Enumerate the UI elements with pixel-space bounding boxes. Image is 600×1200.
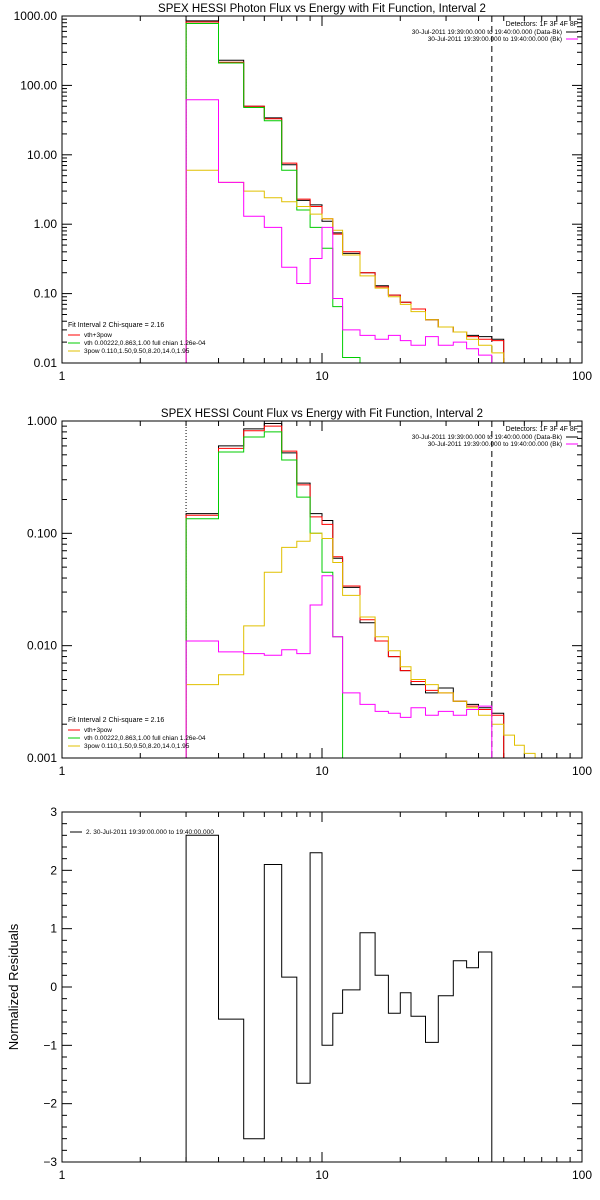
fit-legend-entry-label: vth 0.00222,0.863,1.00 full chian 1.26e-… — [84, 340, 206, 347]
series-step-line-2 — [185, 21, 505, 363]
series-step-line-2 — [185, 425, 505, 758]
series-step-line-5 — [185, 99, 504, 364]
legend-entry-label: 30-Jul-2011 19:39:00.000 to 19:40:00.000… — [412, 434, 562, 441]
chart-panel-3: Normalized Residuals 1 10 100 −3 −2 −1 0 1 2 3 2. 3… — [6, 805, 592, 1182]
y-tick-label: 0.100 — [27, 526, 57, 540]
y-tick-label: 1000.00 — [14, 9, 58, 23]
plot-frame — [61, 15, 583, 364]
legend-entry-label: 30-Jul-2011 19:39:00.000 to 19:40:00.000… — [428, 36, 562, 43]
fit-legend-entry-label: vth+3pow — [84, 332, 112, 339]
y-axis-label: Normalized Residuals — [6, 923, 21, 1050]
fit-legend-entry-label: 3pow 0.110,1.50,9.50,8.20,14.0,1.95 — [84, 743, 190, 750]
x-tick-label: 1 — [59, 369, 66, 383]
x-tick-label: 100 — [572, 764, 592, 778]
series-step-line-3 — [185, 23, 504, 364]
y-tick-label: 1.000 — [27, 414, 57, 428]
x-tick-label: 10 — [315, 764, 329, 778]
x-tick-label: 100 — [572, 369, 592, 383]
fit-legend-entry-label: 3pow 0.110,1.50,9.50,8.20,14.0,1.95 — [84, 348, 190, 355]
y-tick-label: 0.010 — [27, 639, 57, 653]
chart-panel-1: SPEX HESSI Photon Flux vs Energy with Fi… — [14, 3, 593, 383]
series-step-line-4 — [185, 532, 536, 758]
series-step-line-1 — [185, 20, 505, 363]
chart-title: SPEX HESSI Count Flux vs Energy with Fit… — [161, 408, 483, 420]
y-tick-label: 0.001 — [27, 751, 57, 765]
series-step-line-5 — [185, 575, 504, 759]
legend-entry-label: 30-Jul-2011 19:39:00.000 to 19:40:00.000… — [412, 29, 562, 36]
legend-header: Detectors: 1F 3F 4F 8F — [506, 21, 578, 28]
y-tick-label: 10.00 — [27, 148, 57, 162]
y-tick-label: −1 — [43, 1038, 57, 1052]
y-tick-label: −2 — [43, 1097, 57, 1111]
y-tick-label: 0 — [50, 980, 57, 994]
fit-legend-entry-label: vth 0.00222,0.863,1.00 full chian 1.26e-… — [84, 735, 206, 742]
y-tick-label: 2 — [50, 863, 57, 877]
x-tick-label: 100 — [572, 1168, 592, 1182]
legend-entry-label: 30-Jul-2011 19:39:00.000 to 19:40:00.000… — [428, 441, 562, 448]
y-tick-label: 100.00 — [20, 78, 57, 92]
y-tick-label: 1 — [50, 922, 57, 936]
x-tick-label: 1 — [59, 1168, 66, 1182]
chart-title: SPEX HESSI Photon Flux vs Energy with Fi… — [158, 3, 486, 15]
x-tick-label: 10 — [315, 1168, 329, 1182]
y-tick-label: 0.01 — [34, 356, 58, 370]
fit-legend-header: Fit Interval 2 Chi-square = 2.16 — [68, 717, 164, 724]
x-tick-label: 10 — [315, 369, 329, 383]
series-step-line-1 — [185, 423, 505, 758]
series-step-line-4 — [185, 169, 505, 363]
y-tick-label: 1.00 — [34, 217, 58, 231]
plot-frame — [61, 420, 583, 759]
y-tick-label: −3 — [43, 1155, 57, 1169]
plot-frame — [61, 811, 583, 1163]
residual-legend-label: 2. 30-Jul-2011 19:39:00.000 to 19:40:00.… — [86, 829, 214, 836]
legend-header: Detectors: 1F 3F 4F 8F — [506, 426, 578, 433]
chart-panel-2: SPEX HESSI Count Flux vs Energy with Fit… — [27, 408, 592, 778]
x-tick-label: 1 — [59, 764, 66, 778]
series-step-line-1 — [185, 834, 493, 1162]
y-tick-label: 3 — [50, 805, 57, 819]
y-tick-label: 0.10 — [34, 287, 58, 301]
fit-legend-entry-label: vth+3pow — [84, 727, 112, 734]
fit-legend-header: Fit Interval 2 Chi-square = 2.16 — [68, 322, 164, 329]
